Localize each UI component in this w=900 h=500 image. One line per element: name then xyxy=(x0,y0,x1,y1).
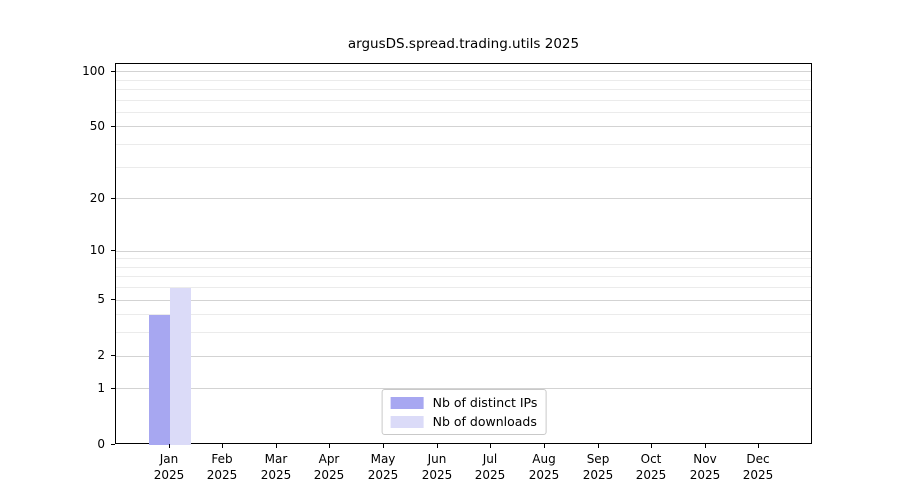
y-tick-mark xyxy=(111,126,115,127)
x-tick-month: Apr xyxy=(318,452,340,466)
y-tick-label: 10 xyxy=(89,243,105,257)
legend-item: Nb of distinct IPs xyxy=(390,395,538,410)
x-tick-month: Dec xyxy=(746,452,770,466)
gridline-major xyxy=(116,251,811,252)
gridline-minor xyxy=(116,144,811,145)
gridline-minor xyxy=(116,100,811,101)
x-tick-month: Mar xyxy=(264,452,288,466)
x-tick-label: Oct 2025 xyxy=(621,451,681,483)
x-tick-year: 2025 xyxy=(528,468,560,482)
gridline-minor xyxy=(116,267,811,268)
plot-area xyxy=(115,63,812,445)
gridline-major xyxy=(116,71,811,72)
gridline-major xyxy=(116,198,811,199)
gridline-major xyxy=(116,126,811,127)
y-tick-mark xyxy=(111,299,115,300)
x-tick-month: Jul xyxy=(482,452,498,466)
y-tick-label: 0 xyxy=(97,437,105,451)
legend-label: Nb of distinct IPs xyxy=(432,395,538,410)
x-tick-mark xyxy=(598,444,599,448)
y-tick-label: 20 xyxy=(89,191,105,205)
x-tick-year: 2025 xyxy=(153,468,185,482)
gridline-minor xyxy=(116,112,811,113)
gridline-minor xyxy=(116,287,811,288)
x-tick-label: Jul 2025 xyxy=(460,451,520,483)
bar-distinct-ips xyxy=(148,314,170,445)
x-tick-month: Feb xyxy=(211,452,233,466)
legend-label: Nb of downloads xyxy=(432,414,537,429)
y-tick-label: 5 xyxy=(97,292,105,306)
y-tick-mark xyxy=(111,71,115,72)
legend: Nb of distinct IPs Nb of downloads xyxy=(381,389,547,435)
x-tick-label: May 2025 xyxy=(353,451,413,483)
x-tick-label: Jun 2025 xyxy=(407,451,467,483)
gridline-major xyxy=(116,356,811,357)
y-tick-mark xyxy=(111,444,115,445)
x-tick-mark xyxy=(276,444,277,448)
x-tick-month: Nov xyxy=(693,452,717,466)
x-tick-label: Feb 2025 xyxy=(192,451,252,483)
x-tick-year: 2025 xyxy=(635,468,667,482)
x-tick-year: 2025 xyxy=(206,468,238,482)
y-tick-label: 2 xyxy=(97,348,105,362)
y-tick-mark xyxy=(111,198,115,199)
x-tick-year: 2025 xyxy=(313,468,345,482)
x-tick-mark xyxy=(758,444,759,448)
x-tick-label: Mar 2025 xyxy=(246,451,306,483)
legend-swatch xyxy=(390,396,424,409)
chart-title: argusDS.spread.trading.utils 2025 xyxy=(347,36,580,52)
x-tick-year: 2025 xyxy=(367,468,399,482)
gridline-minor xyxy=(116,258,811,259)
x-tick-label: Nov 2025 xyxy=(675,451,735,483)
x-tick-label: Jan 2025 xyxy=(139,451,199,483)
x-tick-label: Apr 2025 xyxy=(299,451,359,483)
gridline-minor xyxy=(116,89,811,90)
x-tick-month: May xyxy=(370,452,396,466)
x-tick-mark xyxy=(651,444,652,448)
x-tick-year: 2025 xyxy=(421,468,453,482)
y-tick-label: 1 xyxy=(97,381,105,395)
x-tick-year: 2025 xyxy=(742,468,774,482)
x-tick-year: 2025 xyxy=(689,468,721,482)
x-tick-mark xyxy=(222,444,223,448)
y-tick-mark xyxy=(111,388,115,389)
x-tick-mark xyxy=(383,444,384,448)
x-tick-label: Aug 2025 xyxy=(514,451,574,483)
gridline-minor xyxy=(116,332,811,333)
x-tick-month: Oct xyxy=(640,452,662,466)
x-tick-month: Aug xyxy=(532,452,556,466)
x-tick-mark xyxy=(705,444,706,448)
gridline-minor xyxy=(116,167,811,168)
y-tick-mark xyxy=(111,355,115,356)
y-tick-label: 100 xyxy=(82,64,105,78)
y-tick-label: 50 xyxy=(89,119,105,133)
x-tick-month: Sep xyxy=(586,452,610,466)
x-tick-year: 2025 xyxy=(582,468,614,482)
bar-downloads xyxy=(169,287,191,445)
gridline-minor xyxy=(116,276,811,277)
x-tick-month: Jun xyxy=(427,452,447,466)
x-tick-mark xyxy=(490,444,491,448)
legend-swatch xyxy=(390,415,424,428)
x-tick-month: Jan xyxy=(159,452,179,466)
x-tick-year: 2025 xyxy=(474,468,506,482)
x-tick-year: 2025 xyxy=(260,468,292,482)
x-tick-mark xyxy=(169,444,170,448)
x-tick-mark xyxy=(437,444,438,448)
gridline-minor xyxy=(116,314,811,315)
x-tick-label: Sep 2025 xyxy=(568,451,628,483)
gridline-major xyxy=(116,388,811,389)
legend-item: Nb of downloads xyxy=(390,414,538,429)
gridline-major xyxy=(116,300,811,301)
x-tick-mark xyxy=(544,444,545,448)
x-tick-label: Dec 2025 xyxy=(728,451,788,483)
gridline-minor xyxy=(116,80,811,81)
x-tick-mark xyxy=(329,444,330,448)
y-tick-mark xyxy=(111,250,115,251)
